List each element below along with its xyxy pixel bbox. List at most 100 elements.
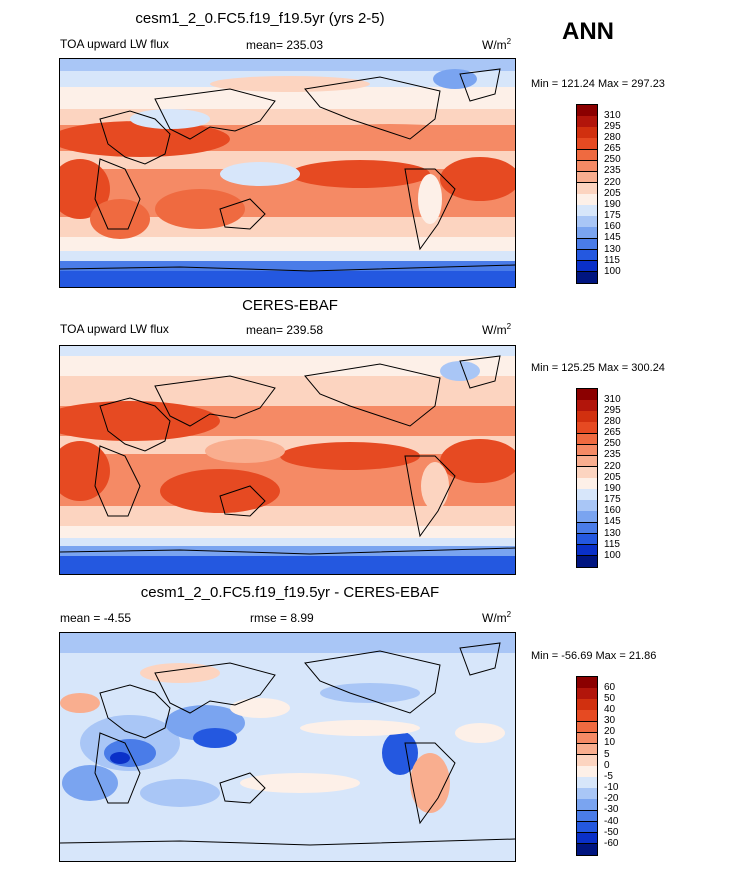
panel-2-colorbar-label: 175 (604, 494, 621, 505)
panel-1-units: W/m2 (482, 37, 512, 52)
panel-3-minmax: Min = -56.69 Max = 21.86 (531, 650, 657, 662)
panel-2-colorbar-label: 145 (604, 516, 621, 527)
colorbar-swatch (577, 544, 597, 557)
panel-2-colorbar-label: 115 (604, 539, 620, 550)
panel-1-colorbar-label: 115 (604, 255, 620, 266)
colorbar-swatch (577, 743, 597, 756)
panel-2-colorbar-label: 130 (604, 528, 621, 539)
panel-3-colorbar-label: 40 (604, 704, 616, 715)
panel-3-colorbar: 60 50 40 30 20 10 5 0 -5 -10 -20 -30 -40… (576, 676, 618, 856)
panel-2-mean-label: mean= 239.58 (246, 323, 324, 337)
panel-3-map-field (60, 633, 515, 861)
panel-2-colorbar-label: 235 (604, 449, 621, 460)
colorbar-swatch (577, 799, 597, 811)
colorbar-swatch (577, 466, 597, 479)
panel-3-colorbar-label: -60 (604, 838, 619, 849)
panel-3-colorbar-label: 10 (604, 737, 616, 748)
panel-2-map (59, 345, 516, 575)
panel-2-variable-label: TOA upward LW flux (60, 322, 169, 336)
colorbar-swatch (577, 400, 597, 412)
colorbar-swatch (577, 710, 597, 722)
panel-2-colorbar-label: 205 (604, 472, 621, 483)
colorbar-swatch (577, 160, 597, 173)
panel-3-colorbar-label: -40 (604, 816, 619, 827)
panel-1-colorbar-label: 160 (604, 221, 621, 232)
colorbar-swatch (577, 105, 597, 117)
panel-3-colorbar-label: -50 (604, 827, 619, 838)
colorbar-swatch (577, 138, 597, 150)
panel-3-mean-label: mean = -4.55 (60, 611, 132, 625)
panel-3-colorbar-label: -10 (604, 782, 619, 793)
panel-2-map-field (60, 346, 515, 574)
colorbar-swatch (577, 411, 597, 423)
panel-2-minmax: Min = 125.25 Max = 300.24 (531, 362, 665, 374)
panel-2-colorbar-label: 250 (604, 438, 621, 449)
panel-1-minmax: Min = 121.24 Max = 297.23 (531, 78, 665, 90)
panel-1-colorbar-swatches (577, 105, 597, 284)
panel-2-colorbar-label: 280 (604, 416, 621, 427)
colorbar-swatch (577, 522, 597, 535)
panel-3-rmse-label: rmse = 8.99 (250, 611, 314, 625)
panel-1-colorbar-label: 130 (604, 244, 621, 255)
colorbar-swatch (577, 721, 597, 734)
panel-1-colorbar-label: 100 (604, 266, 621, 277)
panel-3-colorbar-frame (576, 676, 598, 856)
colorbar-swatch (577, 389, 597, 401)
colorbar-swatch (577, 810, 597, 823)
panel-2-colorbar-label: 265 (604, 427, 621, 438)
season-label: ANN (562, 18, 614, 45)
colorbar-swatch (577, 533, 597, 546)
panel-1-colorbar: 310 295 280 265 250 235 220 205 190 175 … (576, 104, 621, 284)
colorbar-swatch (577, 433, 597, 446)
panel-1-map (59, 58, 516, 288)
panel-1-variable-label: TOA upward LW flux (60, 37, 169, 51)
colorbar-swatch (577, 788, 597, 800)
colorbar-swatch (577, 216, 597, 228)
panel-1-mean-label: mean= 235.03 (246, 38, 324, 52)
panel-1-colorbar-frame (576, 104, 598, 284)
panel-1-colorbar-label: 205 (604, 188, 621, 199)
colorbar-swatch (577, 500, 597, 512)
colorbar-swatch (577, 832, 597, 845)
panel-1-colorbar-label: 190 (604, 199, 621, 210)
panel-2-colorbar-frame (576, 388, 598, 568)
colorbar-swatch (577, 843, 597, 856)
panel-3-colorbar-swatches (577, 677, 597, 856)
colorbar-swatch (577, 182, 597, 195)
panel-3-map (59, 632, 516, 862)
colorbar-swatch (577, 227, 597, 239)
panel-3-colorbar-label: 5 (604, 749, 610, 760)
panel-3-colorbar-label: 30 (604, 715, 616, 726)
colorbar-swatch (577, 777, 597, 789)
panel-3-colorbar-label: -20 (604, 793, 619, 804)
panel-1-colorbar-label: 310 (604, 110, 621, 121)
colorbar-swatch (577, 489, 597, 501)
panel-2-units: W/m2 (482, 322, 512, 337)
colorbar-swatch (577, 260, 597, 273)
colorbar-swatch (577, 127, 597, 139)
panel-2-colorbar-swatches (577, 389, 597, 568)
panel-2-colorbar-label: 190 (604, 483, 621, 494)
colorbar-swatch (577, 732, 597, 745)
panel-2-colorbar-label: 160 (604, 505, 621, 516)
colorbar-swatch (577, 149, 597, 162)
colorbar-swatch (577, 238, 597, 251)
panel-1-colorbar-label: 145 (604, 232, 621, 243)
panel-3-colorbar-label: 0 (604, 760, 610, 771)
panel-2-colorbar-label: 100 (604, 550, 621, 561)
panel-2-colorbar: 310 295 280 265 250 235 220 205 190 175 … (576, 388, 621, 568)
colorbar-swatch (577, 422, 597, 434)
colorbar-swatch (577, 444, 597, 457)
colorbar-swatch (577, 478, 597, 490)
colorbar-swatch (577, 194, 597, 206)
panel-1-map-field (60, 59, 515, 287)
colorbar-swatch (577, 249, 597, 262)
colorbar-swatch (577, 511, 597, 523)
panel-1-colorbar-label: 280 (604, 132, 621, 143)
panel-3-colorbar-label: 20 (604, 726, 616, 737)
panel-2-colorbar-label: 220 (604, 461, 621, 472)
panel-2-colorbar-label: 295 (604, 405, 621, 416)
panel-3-colorbar-label: -5 (604, 771, 613, 782)
panel-1-colorbar-label: 220 (604, 177, 621, 188)
colorbar-swatch (577, 677, 597, 689)
